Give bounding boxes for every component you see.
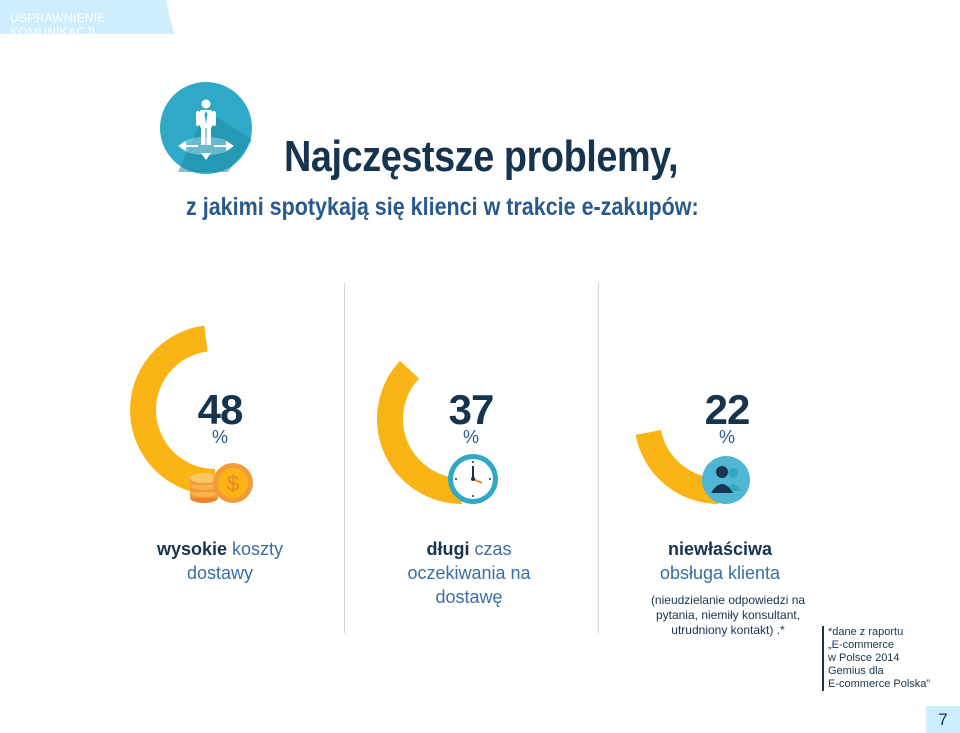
section-tab-label: USPRAWNIENIE KOMUNIKACJI [10,11,106,39]
stat-label-text: obsługa klienta [659,563,781,583]
stat-label: wysokie koszty dostawy [120,537,320,585]
stat-unit: % [462,427,479,447]
stat-unit: % [718,427,735,447]
percentage-gauge [130,325,216,495]
stat-label-text: dostawy [186,563,254,583]
footnote-line: (nieudzielanie odpowiedzi na [650,593,806,607]
source-line: „E-commerce [828,639,895,651]
source-line: E-commerce Polska” [828,678,931,690]
column-divider [598,283,599,633]
svg-text:$: $ [227,471,239,496]
stat-label-text: koszty [232,539,284,559]
stat-label-text: czas [474,539,512,559]
source-line: w Polsce 2014 [828,652,900,664]
stat-label-bold: niewłaściwa [667,539,773,559]
section-tab: USPRAWNIENIE KOMUNIKACJI [0,0,174,34]
source-note: *dane z raportu „E-commerce w Polsce 201… [822,626,948,691]
customer-service-people-icon [702,456,750,504]
stat-label-bold: długi [426,539,470,559]
page-number: 7 [926,706,960,733]
stat-value: 22 [704,386,751,433]
stat-label: niewłaściwa obsługa klienta [620,537,820,585]
footnote-line: pytania, niemiły konsultant, [655,608,801,622]
page-title: Najczęstsze problemy, [284,132,679,181]
clock-icon [448,454,498,504]
stat-value: 48 [197,386,244,433]
footnote-line: utrudniony kontakt) .* [671,623,785,637]
stat-unit: % [211,427,228,447]
stat-label-bold: wysokie [156,539,227,559]
coins-dollar-icon: $ [190,463,253,503]
stat-label-text: oczekiwania na [407,563,531,583]
percentage-gauge [377,360,463,504]
source-line: Gemius dla [828,665,884,677]
stat-footnote: (nieudzielanie odpowiedzi na pytania, ni… [633,593,823,638]
page-subtitle: z jakimi spotykają się klienci w trakcie… [186,193,699,221]
column-divider [344,283,345,633]
stat-label: długi czas oczekiwania na dostawę [369,537,569,609]
source-line: *dane z raportu [828,626,904,638]
stat-value: 37 [448,386,495,433]
decision-person-icon [160,82,252,174]
stat-label-text: dostawę [435,587,503,607]
